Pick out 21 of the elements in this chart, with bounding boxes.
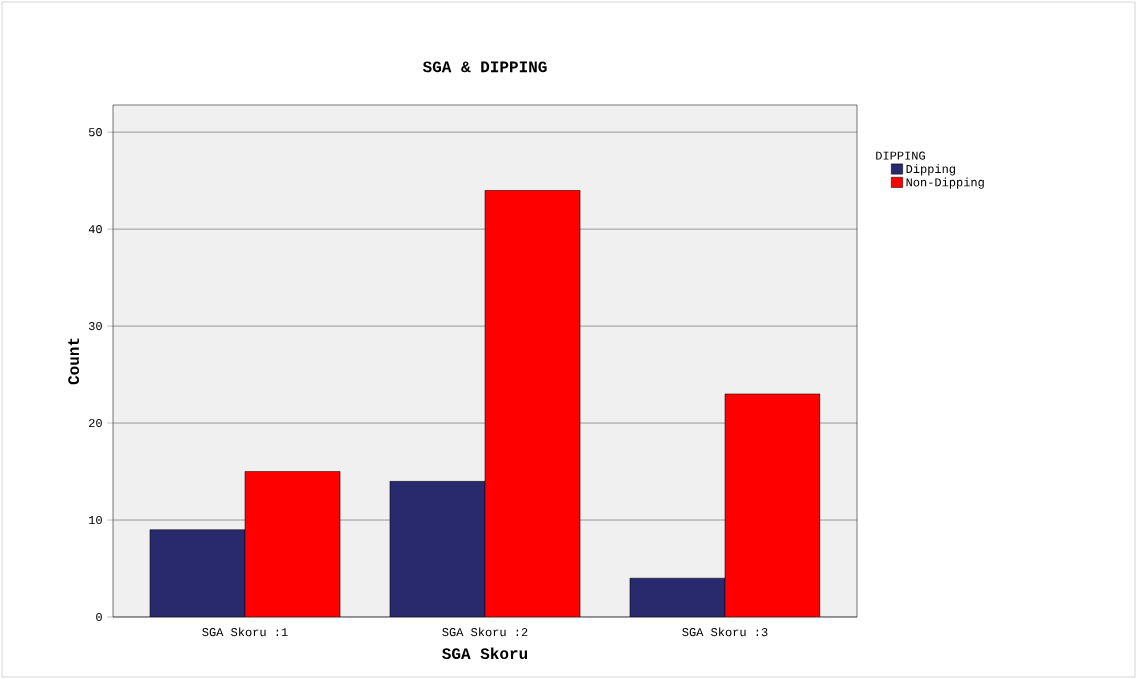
x-tick-label: SGA Skoru :1 xyxy=(202,627,288,637)
legend-title: DIPPING xyxy=(876,151,925,160)
y-tick-label: 50 xyxy=(88,128,102,137)
chart-title: SGA & DIPPING xyxy=(422,61,547,73)
x-axis-title: SGA Skoru xyxy=(442,647,528,660)
y-tick-label: 20 xyxy=(89,418,102,428)
bar xyxy=(724,393,821,617)
x-tick-label: SGA Skoru :3 xyxy=(682,627,768,637)
y-tick-label: 30 xyxy=(88,322,102,331)
bar xyxy=(245,471,341,617)
y-axis-title: Count xyxy=(68,338,80,385)
y-tick-label: 0 xyxy=(96,612,102,622)
y-tick-label: 40 xyxy=(88,225,102,234)
x-tick-label: SGA Skoru :2 xyxy=(442,627,528,637)
y-tick-label: 10 xyxy=(89,515,102,525)
bar xyxy=(389,480,486,617)
legend-label: Non-Dipping xyxy=(906,177,984,189)
legend-label: Dipping xyxy=(906,164,955,176)
bar xyxy=(629,577,726,617)
bar xyxy=(149,529,246,617)
bar xyxy=(484,190,581,617)
